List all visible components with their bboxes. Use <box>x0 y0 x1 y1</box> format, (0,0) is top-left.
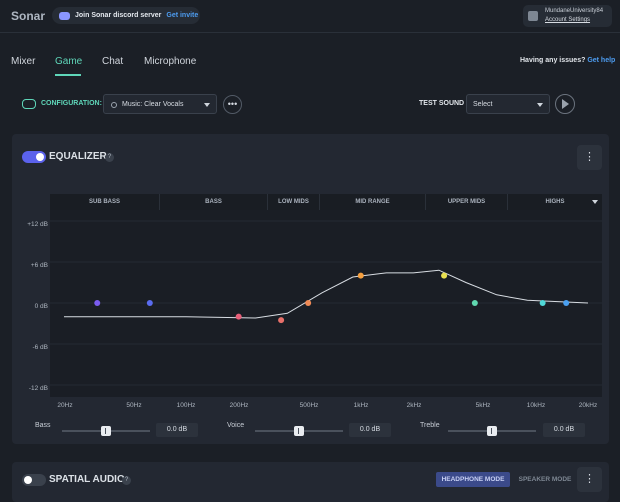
help-text: Having any issues? Get help <box>520 57 615 64</box>
tab-bar: Mixer Game Chat Microphone Having any is… <box>0 48 620 76</box>
spatial-audio-help-icon[interactable]: ? <box>122 476 131 485</box>
treble-value[interactable]: 0.0 dB <box>543 423 585 437</box>
treble-label: Treble <box>420 422 440 429</box>
x-tick-label: 500Hz <box>299 402 319 409</box>
configuration-label: CONFIGURATION: <box>41 100 102 107</box>
bass-slider-thumb[interactable] <box>101 426 111 436</box>
voice-slider-thumb[interactable] <box>294 426 304 436</box>
spatial-audio-title: SPATIAL AUDIO <box>49 474 125 485</box>
x-tick-label: 20kHz <box>578 402 598 409</box>
x-tick-label: 200Hz <box>229 402 249 409</box>
more-options-button[interactable]: ••• <box>223 95 242 114</box>
configuration-selected: Music: Clear Vocals <box>122 101 184 108</box>
help-question: Having any issues? <box>520 57 586 64</box>
eq-band-handle[interactable] <box>471 300 478 306</box>
equalizer-toggle[interactable] <box>22 151 46 163</box>
configuration-bar: CONFIGURATION: Music: Clear Vocals ••• T… <box>0 90 620 120</box>
discord-banner[interactable]: Join Sonar discord server Get invite <box>52 7 200 24</box>
eq-band-handle[interactable] <box>146 300 153 306</box>
band-mid-range[interactable]: MID RANGE <box>320 194 426 210</box>
band-sub-bass[interactable]: SUB BASS <box>50 194 160 210</box>
y-tick-label: +6 dB <box>30 262 48 269</box>
top-bar: Sonar Join Sonar discord server Get invi… <box>0 0 620 33</box>
y-tick-label: 0 dB <box>34 303 48 310</box>
x-tick-label: 50Hz <box>126 402 142 409</box>
username: MundaneUniversity84 <box>545 8 604 14</box>
test-sound-select[interactable]: Select <box>466 94 550 114</box>
x-tick-label: 10kHz <box>526 402 546 409</box>
equalizer-panel: EQUALIZER ? ⋮ SUB BASS BASS LOW MIDS MID… <box>12 134 609 444</box>
account-settings-link[interactable]: Account Settings <box>545 17 591 23</box>
eq-band-handle[interactable] <box>563 300 570 306</box>
chevron-down-icon <box>537 103 543 107</box>
spatial-audio-toggle[interactable] <box>22 474 46 486</box>
x-tick-label: 1kHz <box>353 402 369 409</box>
play-icon <box>562 99 569 109</box>
eq-curve <box>64 269 589 319</box>
eq-graph[interactable]: +12 dB +6 dB 0 dB -6 dB -12 dB <box>27 210 602 397</box>
gamepad-icon <box>22 99 36 109</box>
discord-text: Join Sonar discord server <box>75 12 162 19</box>
tab-microphone[interactable]: Microphone <box>144 56 197 67</box>
tab-mixer[interactable]: Mixer <box>11 56 36 67</box>
x-tick-label: 20Hz <box>57 402 73 409</box>
tab-chat[interactable]: Chat <box>102 56 124 67</box>
avatar-icon <box>528 11 538 21</box>
band-highs[interactable]: HIGHS <box>545 199 565 205</box>
spatial-audio-panel: SPATIAL AUDIO ? HEADPHONE MODE SPEAKER M… <box>12 462 609 502</box>
eq-band-handle[interactable] <box>357 272 364 279</box>
treble-slider-thumb[interactable] <box>487 426 497 436</box>
spatial-audio-menu-button[interactable]: ⋮ <box>577 467 602 492</box>
x-tick-label: 2kHz <box>406 402 422 409</box>
x-tick-label: 5kHz <box>475 402 491 409</box>
eq-band-handle[interactable] <box>94 300 101 306</box>
account-widget[interactable]: MundaneUniversity84 Account Settings <box>523 5 612 27</box>
chevron-down-icon[interactable] <box>592 200 598 204</box>
discord-icon <box>59 11 70 20</box>
eq-band-handle[interactable] <box>539 300 546 306</box>
equalizer-title: EQUALIZER <box>49 151 107 162</box>
configuration-select[interactable]: Music: Clear Vocals <box>103 94 217 114</box>
toggle-knob <box>24 476 32 484</box>
test-sound-selected: Select <box>473 101 493 108</box>
bass-label: Bass <box>35 422 51 429</box>
eq-band-handle[interactable] <box>278 317 285 324</box>
band-header: SUB BASS BASS LOW MIDS MID RANGE UPPER M… <box>50 194 602 210</box>
eq-band-handle[interactable] <box>441 272 448 279</box>
eq-band-handle[interactable] <box>305 300 312 306</box>
voice-value[interactable]: 0.0 dB <box>349 423 391 437</box>
speaker-mode-button[interactable]: SPEAKER MODE <box>518 476 572 483</box>
band-upper-mids[interactable]: UPPER MIDS <box>426 194 508 210</box>
get-help-link[interactable]: Get help <box>587 57 616 64</box>
x-tick-label: 100Hz <box>176 402 196 409</box>
y-tick-label: -6 dB <box>32 344 48 351</box>
eq-graph-svg <box>50 220 602 386</box>
band-low-mids[interactable]: LOW MIDS <box>268 194 320 210</box>
app-title: Sonar <box>11 9 46 23</box>
tab-game[interactable]: Game <box>55 56 83 67</box>
eq-band-handle[interactable] <box>235 313 242 320</box>
headphone-mode-button[interactable]: HEADPHONE MODE <box>436 472 510 487</box>
y-tick-label: +12 dB <box>27 221 48 228</box>
preset-icon <box>111 102 117 108</box>
chevron-down-icon <box>204 103 210 107</box>
get-invite-link[interactable]: Get invite <box>166 12 199 19</box>
toggle-knob <box>36 153 44 161</box>
equalizer-help-icon[interactable]: ? <box>105 153 114 162</box>
band-bass[interactable]: BASS <box>160 194 268 210</box>
equalizer-menu-button[interactable]: ⋮ <box>577 145 602 170</box>
y-tick-label: -12 dB <box>28 385 48 392</box>
bass-value[interactable]: 0.0 dB <box>156 423 198 437</box>
voice-label: Voice <box>227 422 245 429</box>
test-sound-label: TEST SOUND <box>419 100 465 107</box>
active-tab-indicator <box>55 74 81 76</box>
play-button[interactable] <box>555 94 575 114</box>
